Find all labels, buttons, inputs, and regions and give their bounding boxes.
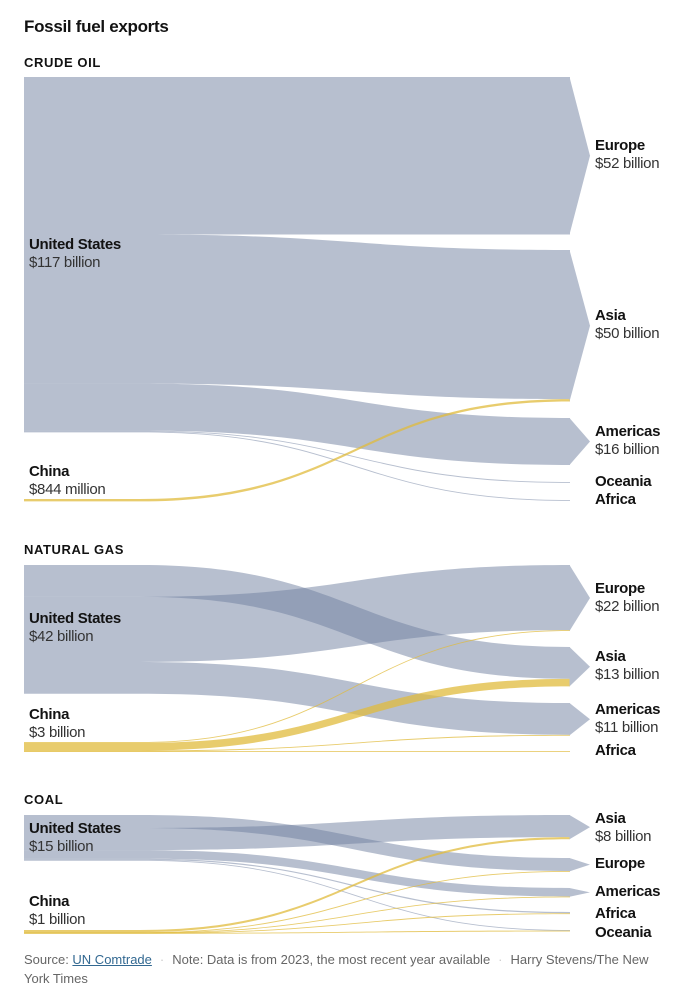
source-name: United States [29,610,121,627]
source-name: China [29,706,70,723]
target-node-natural-gas-americas [569,703,590,736]
source-label-natural-gas-china: China $3 billion [29,706,86,742]
target-value: $22 billion [595,598,660,615]
source-label-crude-oil-united-states: United States $117 billion [29,236,121,272]
target-label-natural-gas-europe: Europe $22 billion [595,580,660,616]
source-name: China [29,463,70,480]
target-name: Asia [595,648,626,665]
flow-coal-united-states-to-americas [24,850,570,897]
source-value: $42 billion [29,628,94,645]
flow-crude-oil-united-states-to-asia [24,234,570,400]
flow-natural-gas-united-states-to-asia [24,565,570,679]
target-label-natural-gas-americas: Americas $11 billion [595,701,660,737]
target-name: Africa [595,491,636,508]
source-name: United States [29,236,121,253]
target-label-crude-oil-europe: Europe $52 billion [595,137,660,173]
target-node-crude-oil-asia [569,250,590,402]
flow-natural-gas-china-to-asia [24,678,570,751]
section-title-coal: COAL [24,792,64,807]
source-label-crude-oil-china: China $844 million [29,463,106,499]
target-name: Asia [595,810,626,827]
separator: · [498,952,503,967]
flow-coal-united-states-to-europe [24,815,570,872]
flow-crude-oil-united-states-to-europe [24,77,570,235]
footer: Source: UN Comtrade · Note: Data is from 2… [24,950,664,988]
source-value: $117 billion [29,254,101,271]
target-value: $11 billion [595,719,659,736]
target-name: Americas [595,701,661,718]
source-prefix: Source: [24,952,73,967]
target-node-coal-americas [569,888,590,897]
target-node-natural-gas-europe [569,565,590,632]
target-name: Asia [595,307,626,324]
source-value: $1 billion [29,911,86,928]
target-name: Americas [595,423,661,440]
flow-natural-gas-china-to-africa [24,751,570,752]
target-label-natural-gas-africa: Africa [595,742,636,760]
footer-note: Note: Data is from 2023, the most recent… [172,952,491,967]
source-name: China [29,893,70,910]
section-title-natural-gas: NATURAL GAS [24,542,125,557]
footer-credit: Harry Stevens/The New York Times [24,952,649,986]
source-link[interactable]: UN Comtrade [72,952,152,967]
target-label-crude-oil-africa: Africa [595,491,636,509]
target-label-coal-americas: Americas [595,883,660,901]
flow-natural-gas-united-states-to-europe [24,565,570,662]
target-node-natural-gas-asia [569,647,590,687]
flow-natural-gas-united-states-to-americas [24,661,570,735]
target-name: Europe [595,855,645,872]
chart-title: Fossil fuel exports [24,17,169,36]
target-node-coal-asia [569,815,590,840]
target-value: $8 billion [595,828,652,845]
source-name: United States [29,820,121,837]
source-label-natural-gas-united-states: United States $42 billion [29,610,121,646]
target-name: Europe [595,137,645,154]
target-name: Africa [595,905,636,922]
target-name: Europe [595,580,645,597]
target-label-crude-oil-oceania: Oceania [595,473,652,491]
target-label-coal-africa: Africa [595,905,636,923]
source-value: $844 million [29,481,106,498]
target-name: Oceania [595,473,652,490]
target-label-coal-asia: Asia $8 billion [595,810,652,846]
source-value: $15 billion [29,838,94,855]
target-node-coal-europe [569,858,590,872]
target-label-crude-oil-asia: Asia $50 billion [595,307,660,343]
target-name: Americas [595,883,661,900]
target-value: $52 billion [595,155,660,172]
flow-coal-united-states-to-asia [24,815,570,851]
target-node-crude-oil-europe [569,77,590,235]
target-value: $16 billion [595,441,660,458]
separator: · [159,952,165,967]
target-label-crude-oil-americas: Americas $16 billion [595,423,660,459]
flow-crude-oil-united-states-to-americas [24,383,570,465]
target-node-crude-oil-americas [569,418,590,465]
source-value: $3 billion [29,724,86,741]
section-title-crude-oil: CRUDE OIL [24,55,101,70]
source-label-coal-china: China $1 billion [29,893,86,929]
target-name: Africa [595,742,636,759]
target-label-natural-gas-asia: Asia $13 billion [595,648,660,684]
target-value: $13 billion [595,666,660,683]
source-label-coal-united-states: United States $15 billion [29,820,121,856]
target-value: $50 billion [595,325,660,342]
target-label-coal-oceania: Oceania [595,924,652,942]
flow-coal-united-states-to-oceania [24,859,570,931]
flow-coal-china-to-oceania [24,930,570,934]
target-label-coal-europe: Europe [595,855,645,873]
target-name: Oceania [595,924,652,941]
